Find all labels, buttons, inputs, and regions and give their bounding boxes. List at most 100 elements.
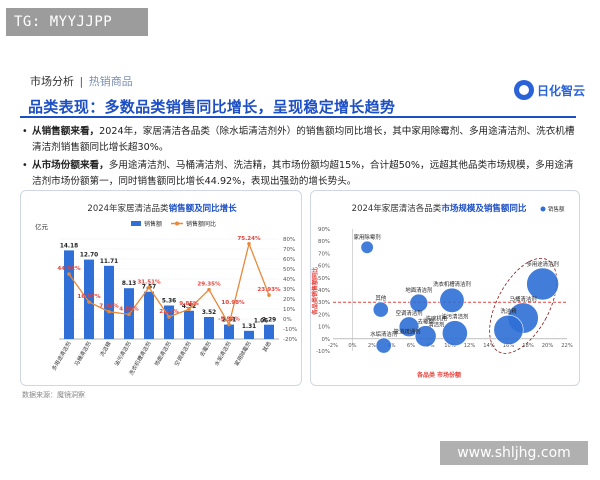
- bar-value-label: 1.31: [242, 324, 256, 330]
- page-headline: 品类表现：多数品类销售同比增长，呈现稳定增长趋势: [28, 98, 396, 116]
- x-tick-label: -2%: [328, 343, 338, 349]
- x-tick-label: 22%: [561, 343, 573, 349]
- y2-tick-label: 80%: [283, 237, 295, 243]
- legend-bar-swatch: [131, 221, 141, 226]
- bullet-text: 多用途清洁剂、马桶清洁剂、洗洁精，其市场份额均超15%，合计超50%，远超其他品…: [32, 160, 574, 187]
- x-tick-label: 14%: [483, 343, 495, 349]
- growth-point: [127, 312, 131, 317]
- chart1-title-prefix: 2024年家居清洁品类: [87, 203, 169, 214]
- category-label: 水垢清洁剂: [212, 340, 232, 367]
- site-watermark: www.shljhg.com: [440, 441, 588, 465]
- y-tick-label: 30%: [318, 300, 330, 306]
- growth-point-label-extra: 10.98%: [221, 300, 245, 306]
- bar-value-label-extra: 1.06: [254, 318, 268, 324]
- bubble-label: 其他: [375, 294, 386, 302]
- bar: [164, 305, 174, 339]
- category-label: 油污清洁剂: [112, 340, 132, 367]
- sales-chart-panel: 2024年家居清洁品类销售额及同比增长 亿元 销售额 销售额同比 80% 70% 60% 50…: [20, 190, 302, 386]
- bullet-text: 2024年，家居清洁各品类（除水垢清洁剂外）的销售额均同比增长，其中家用除霉剂、…: [32, 126, 575, 153]
- tg-badge: TG: MYYJJPP: [6, 8, 148, 36]
- growth-point: [187, 307, 191, 311]
- bullet-lead: 从市场份额来看，: [32, 160, 109, 171]
- bubble-label: 水垢清洁剂: [370, 330, 397, 338]
- section-label: 市场分析 | 热销商品: [30, 73, 133, 89]
- bar-value-label: 2.31: [222, 318, 236, 324]
- bubble: [493, 314, 524, 345]
- y2-tick-label: -10%: [283, 327, 297, 333]
- x-tick-label: 18%: [522, 343, 534, 349]
- bar-value-label: 5.36: [162, 299, 176, 305]
- growth-point-label: 44.92%: [57, 266, 81, 272]
- y2-tick-label: -20%: [283, 337, 297, 343]
- headline-divider: [20, 116, 576, 118]
- bar-value-label: 4.52: [182, 304, 196, 310]
- bubble: [360, 240, 374, 254]
- growth-point-label: 2.17%: [159, 309, 179, 315]
- data-source: 数据来源：魔镜洞察: [22, 391, 85, 399]
- category-label: 马桶清洁剂: [72, 340, 92, 367]
- chart2-title-prefix: 2024年家居清洁各品类: [352, 203, 442, 214]
- y2-tick-label: 20%: [283, 297, 295, 303]
- bar: [244, 330, 254, 339]
- bubble-label: 多用途清洁剂: [526, 260, 558, 268]
- bubble-label: 去霉剂: [418, 318, 434, 326]
- chart2-title-highlight: 市场规模及销售额同比: [441, 203, 527, 214]
- growth-point-label: 9.85%: [179, 301, 199, 307]
- bubble: [414, 325, 437, 348]
- y2-tick-label: 40%: [283, 277, 295, 283]
- legend-bubble-swatch: [540, 206, 546, 212]
- growth-point: [267, 293, 271, 297]
- bar-value-label: 11.71: [100, 259, 118, 265]
- bar-value-label: 2.29: [262, 318, 276, 324]
- y-tick-label: 60%: [318, 264, 330, 270]
- y-tick-label: 10%: [318, 325, 330, 331]
- growth-point-label: 23.93%: [257, 287, 281, 293]
- leaders-ellipse: [489, 257, 558, 354]
- brand-logo: 日化智云: [514, 80, 585, 102]
- bar-value-label: 12.70: [80, 253, 98, 259]
- growth-point: [227, 322, 231, 327]
- y-tick-label: 20%: [318, 312, 330, 318]
- growth-point-label: 29.35%: [197, 282, 221, 288]
- bar-value-label: 14.18: [60, 243, 78, 249]
- bubble: [439, 287, 465, 313]
- chart1-title-highlight: 销售额及同比增长: [169, 203, 238, 214]
- growth-point-label: 75.24%: [237, 236, 261, 242]
- bubble-label: 洗衣机槽清洁剂: [433, 280, 471, 288]
- growth-point-label: 4.58%: [119, 306, 139, 312]
- bar: [144, 291, 154, 339]
- growth-point-label: 31.51%: [137, 279, 161, 285]
- y-tick-label: 40%: [318, 288, 330, 294]
- y-tick-label: 90%: [318, 227, 330, 233]
- growth-point: [167, 315, 171, 319]
- x-tick-label: 20%: [542, 343, 554, 349]
- logo-icon: [514, 80, 534, 100]
- growth-point: [67, 272, 71, 276]
- category-label: 洗洁精: [98, 339, 113, 358]
- insight-bullets: 从销售额来看，2024年，家居清洁各品类（除水垢清洁剂外）的销售额均同比增长，其…: [22, 124, 582, 192]
- chart2-title: 2024年家居清洁各品类市场规模及销售额同比: [352, 203, 527, 214]
- bar-value-label: 8.13: [122, 281, 136, 287]
- chart1-yunit: 亿元: [35, 222, 49, 231]
- share-chart-panel: 2024年家居清洁各品类市场规模及销售额同比 销售额 90% 80% 70% 60% 50%…: [310, 190, 580, 386]
- growth-point-label: 7.32%: [99, 304, 119, 310]
- section-title: 市场分析: [30, 75, 74, 88]
- y-tick-label: 0%: [321, 337, 330, 343]
- y2-tick-label: 0%: [283, 317, 292, 323]
- x-tick-label: 0%: [348, 343, 356, 349]
- bubble-extra-label: 管道疏通剂: [394, 327, 421, 335]
- bubble-label: 油污清洁剂: [441, 313, 468, 321]
- y-axis-label: 各品类销售额同比: [311, 267, 319, 316]
- bubble-extra-label: 清洁剂: [428, 321, 444, 329]
- growth-point-label: -5.54%: [218, 317, 240, 323]
- bar: [224, 324, 234, 339]
- bubble-label: 地面清洁剂: [405, 286, 432, 294]
- y2-tick-label: 60%: [283, 257, 295, 263]
- bar: [204, 317, 214, 339]
- growth-point: [147, 285, 151, 290]
- x-axis-label: 各品类 市场份额: [416, 371, 461, 379]
- y-tick-label: 80%: [318, 239, 330, 245]
- bullet-lead: 从销售额来看，: [32, 126, 100, 137]
- x-tick-label: 10%: [444, 343, 456, 349]
